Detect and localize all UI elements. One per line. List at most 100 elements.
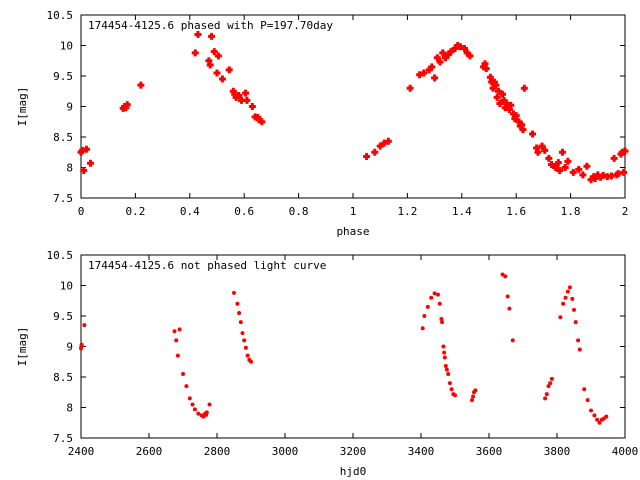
data-point: [416, 71, 424, 79]
data-point: [441, 54, 449, 62]
data-point: [576, 338, 581, 343]
data-point: [439, 317, 444, 322]
data-point: [549, 376, 554, 381]
data-point: [558, 148, 566, 156]
data-point: [466, 52, 474, 60]
data-point: [565, 289, 570, 294]
data-point: [442, 350, 447, 355]
data-point: [225, 66, 233, 74]
y-tick-label: 9: [66, 101, 73, 114]
data-point: [492, 81, 500, 89]
chart-title: 174454-4125.6 phased with P=197.70day: [88, 19, 333, 32]
data-point: [172, 329, 177, 334]
data-point: [482, 65, 490, 73]
y-tick-label: 7.5: [53, 192, 73, 205]
data-point: [238, 320, 243, 325]
data-point: [232, 93, 240, 101]
x-tick-label: 1: [350, 205, 357, 218]
data-point: [486, 73, 494, 81]
y-tick-label: 8: [66, 402, 73, 415]
data-point: [191, 49, 199, 57]
data-point: [592, 413, 597, 418]
data-point: [436, 58, 444, 66]
x-tick-label: 1.2: [397, 205, 417, 218]
data-point: [501, 104, 509, 112]
data-point: [533, 144, 541, 152]
data-point: [620, 168, 628, 176]
data-point: [371, 148, 379, 156]
unphased-light-curve-panel: 2400 2600 2800 3000 3200 3400 3600 3800 4000 7.5 8…: [16, 249, 638, 478]
data-point: [447, 48, 455, 56]
data-point: [453, 393, 457, 398]
data-point: [561, 164, 569, 171]
x-tick-label: 3600: [476, 445, 503, 458]
y-tick-label: 10.5: [47, 249, 74, 262]
data-point: [181, 371, 185, 376]
y-tick-label: 8: [66, 162, 73, 175]
data-point: [500, 96, 508, 104]
x-tick-label: 2800: [204, 445, 231, 458]
data-point: [206, 61, 214, 69]
data-point: [507, 101, 515, 109]
data-point: [564, 157, 572, 165]
data-point: [548, 381, 553, 386]
data-point: [594, 171, 602, 179]
data-point: [456, 43, 464, 51]
data-point: [422, 314, 427, 318]
data-point: [363, 153, 371, 161]
plot-frame: [80, 14, 626, 199]
y-tick-label: 10.5: [47, 9, 74, 22]
plot-frame: [80, 254, 626, 439]
data-point: [205, 57, 213, 65]
data-point: [463, 49, 471, 57]
data-point: [243, 96, 251, 104]
data-point: [190, 402, 195, 407]
data-point: [589, 408, 593, 413]
data-point: [495, 87, 503, 95]
x-tick-label: 1.6: [506, 205, 526, 218]
data-point: [184, 384, 189, 389]
data-point: [603, 173, 611, 181]
x-tick-label: 3200: [340, 445, 367, 458]
data-point: [255, 116, 263, 124]
data-point: [79, 342, 84, 347]
data-point: [420, 69, 428, 77]
data-point: [569, 168, 577, 176]
data-point: [543, 396, 548, 401]
data-point: [563, 295, 568, 300]
y-tick-label: 8.5: [53, 371, 73, 384]
data-point: [493, 93, 501, 101]
data-point: [174, 338, 179, 343]
data-point: [538, 142, 546, 150]
x-tick-label: 2600: [136, 445, 163, 458]
data-point: [556, 167, 564, 175]
data-point: [510, 338, 515, 343]
data-point: [604, 414, 609, 419]
phased-light-curve-panel: 0 0.2 0.4 0.6 0.8 1 1.2 1.4 1.6 1.8 2 7.5 8 8.5 9 9.5 10…: [16, 9, 629, 238]
data-point: [137, 81, 145, 89]
data-point: [187, 396, 192, 401]
x-tick-label: 0.4: [180, 205, 200, 218]
data-point: [87, 159, 95, 167]
data-point: [429, 295, 434, 300]
data-point: [503, 99, 511, 107]
data-point: [441, 344, 446, 349]
y-tick-label: 9: [66, 341, 73, 354]
y-tick-label: 9.5: [53, 310, 73, 323]
data-point: [420, 326, 425, 331]
data-point: [82, 323, 87, 328]
data-point: [548, 160, 556, 168]
data-point: [258, 118, 266, 126]
data-point: [240, 331, 245, 336]
data-point: [437, 301, 442, 306]
x-tick-label: 3400: [408, 445, 435, 458]
y-tick-label: 10: [60, 280, 73, 293]
data-point: [384, 137, 392, 145]
data-point: [570, 296, 575, 301]
data-point: [175, 353, 180, 358]
y-tick-label: 7.5: [53, 432, 73, 445]
data-point: [82, 145, 90, 153]
x-tick-label: 1.8: [561, 205, 581, 218]
data-point: [425, 66, 433, 74]
data-point: [541, 146, 549, 154]
